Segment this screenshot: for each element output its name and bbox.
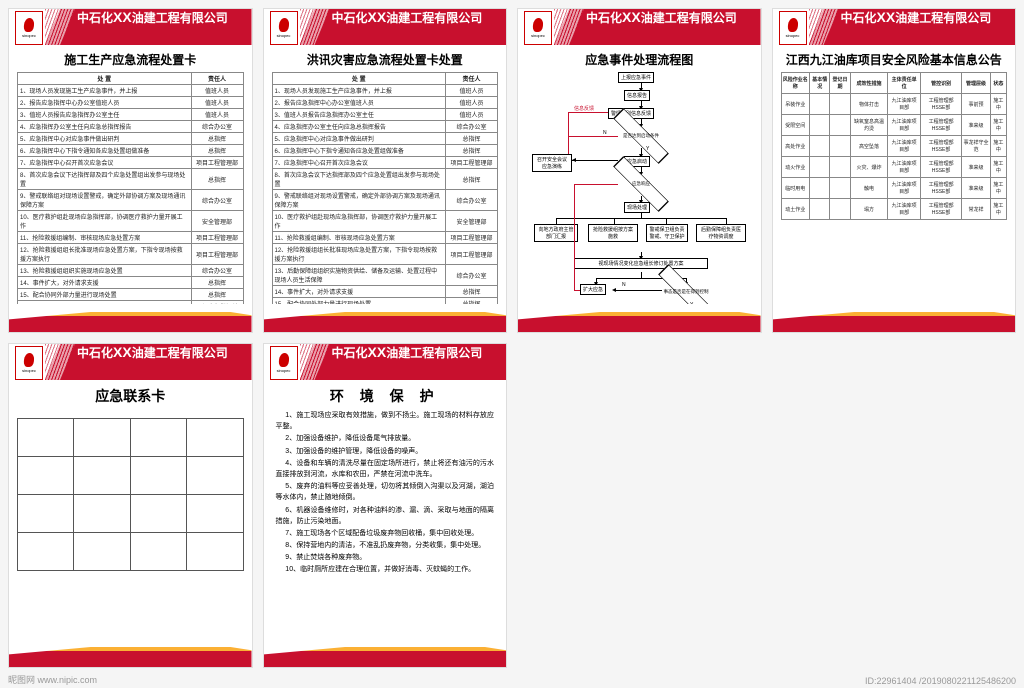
sinopec-logo: sinopec <box>524 11 552 45</box>
panel-title: 施工生产应急流程处置卡 <box>9 45 252 72</box>
disposal-table: 处 置责任人 1、现场人员发现施工生产应急事件，并上报值班人员2、报告应急指挥中… <box>17 72 244 304</box>
sinopec-logo: sinopec <box>779 11 807 45</box>
panel-grid: sinopec 中石化XX油建工程有限公司 施工生产应急流程处置卡 处 置责任人… <box>0 0 1024 676</box>
panel-title: 环 境 保 护 <box>264 380 507 410</box>
fc-node: 后勤保障组负责医疗物资调度 <box>696 224 746 242</box>
risk-table: 风险作业名称基本情况登记日期成效性措施主体责任单位管控识别管理层级状态 吊装作业… <box>781 72 1008 220</box>
environment-list: 1、施工现场应采取有效措施，做到不扬尘。施工现场的材料存放应平整。2、加强设备维… <box>272 410 499 576</box>
sinopec-logo: sinopec <box>270 11 298 45</box>
company-name: 中石化XX油建工程有限公司 <box>332 9 507 26</box>
fc-node: 抢险救援组按方案施救 <box>588 224 638 242</box>
disposal-table: 处 置责任人 1、现场人员发现施工生产应急事件，并上报值班人员2、报告应急指挥中… <box>272 72 499 304</box>
sinopec-logo: sinopec <box>270 346 298 380</box>
fc-decision: 是否达到启动条件 <box>618 124 664 148</box>
company-name: 中石化XX油建工程有限公司 <box>77 344 252 361</box>
panel-flowchart: sinopec 中石化XX油建工程有限公司 应急事件处理流程图 上报应急事件 信… <box>517 8 762 333</box>
flowchart: 上报应急事件 信息报告 警情识别信息反馈 是否达到启动条件 N 信息反馈 召开安… <box>526 72 753 300</box>
panel-title: 应急联系卡 <box>9 380 252 410</box>
sinopec-logo: sinopec <box>15 11 43 45</box>
footer-swoosh <box>9 304 252 332</box>
fc-node: 信息报告 <box>624 90 650 101</box>
fc-node: 视现场情况变化应急组长修订处置方案 <box>574 258 708 269</box>
fc-decision: 应急响应 <box>618 172 664 196</box>
fc-node: 扩大应急 <box>580 284 606 295</box>
company-name: 中石化XX油建工程有限公司 <box>841 9 1016 26</box>
panel-header: sinopec 中石化XX油建工程有限公司 <box>9 9 252 45</box>
panel-flood-card: sinopec 中石化XX油建工程有限公司 洪讯灾害应急流程处置卡处置 处 置责… <box>263 8 508 333</box>
sinopec-logo: sinopec <box>15 346 43 380</box>
company-name: 中石化XX油建工程有限公司 <box>586 9 761 26</box>
watermark-right: ID:22961404 /2019080221125486200 <box>865 676 1016 686</box>
watermark-left: 昵图网 www.nipic.com <box>8 673 97 686</box>
panel-title: 洪讯灾害应急流程处置卡处置 <box>264 45 507 72</box>
company-name: 中石化XX油建工程有限公司 <box>332 344 507 361</box>
fc-decision: 事态是否是在得到控制 <box>663 280 709 304</box>
panel-contact-card: sinopec 中石化XX油建工程有限公司 应急联系卡 <box>8 343 253 668</box>
fc-node: 上报应急事件 <box>618 72 654 83</box>
panel-title: 江西九江油库项目安全风险基本信息公告 <box>773 45 1016 72</box>
fc-node: 现场处理 <box>624 202 650 213</box>
panel-environment: sinopec 中石化XX油建工程有限公司 环 境 保 护 1、施工现场应采取有… <box>263 343 508 668</box>
contact-grid <box>17 418 244 571</box>
fc-node: 向地方政府主管部门汇报 <box>534 224 578 242</box>
panel-title: 应急事件处理流程图 <box>518 45 761 72</box>
fc-node: 警戒保卫组负责警戒、守卫保护 <box>646 224 688 242</box>
company-name: 中石化XX油建工程有限公司 <box>77 9 252 26</box>
fc-node: 召开安全会议应急演练 <box>532 154 572 172</box>
panel-risk-info: sinopec 中石化XX油建工程有限公司 江西九江油库项目安全风险基本信息公告… <box>772 8 1017 333</box>
panel-construction-card: sinopec 中石化XX油建工程有限公司 施工生产应急流程处置卡 处 置责任人… <box>8 8 253 333</box>
